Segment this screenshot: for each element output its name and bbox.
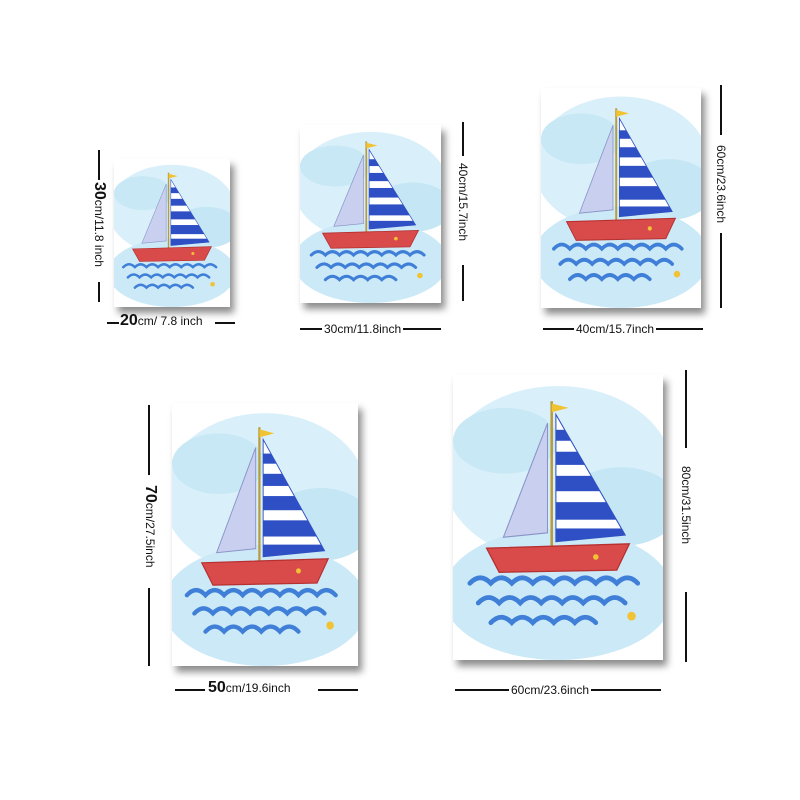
height-dimension-line	[148, 405, 150, 475]
height-label: 70cm/27.5inch	[142, 485, 159, 568]
height-dimension-line	[98, 282, 100, 302]
width-dimension-line	[318, 689, 358, 691]
width-unit: 30cm/11.8inch	[324, 322, 402, 336]
height-number: 70	[142, 485, 159, 503]
height-dimension-line	[462, 122, 464, 156]
height-dimension-line	[720, 233, 722, 308]
print-20x30	[114, 159, 230, 307]
height-label: 60cm/23.6inch	[714, 145, 728, 223]
width-unit: cm/ 7.8 inch	[137, 314, 203, 328]
sailboat-artwork	[114, 159, 230, 307]
width-label: 30cm/11.8inch	[322, 322, 404, 336]
sailboat-artwork	[453, 375, 663, 660]
height-label: 40cm/15.7inch	[456, 163, 470, 241]
height-label: 30cm/11.8 inch	[91, 182, 108, 267]
print-40x60	[541, 88, 701, 308]
print-50x70	[172, 403, 358, 666]
sailboat-artwork	[300, 125, 441, 303]
sailboat-artwork	[541, 88, 701, 308]
width-number: 20	[120, 312, 138, 329]
height-dimension-line	[148, 588, 150, 666]
width-unit: 60cm/23.6inch	[511, 683, 590, 697]
width-unit: 40cm/15.7inch	[576, 322, 655, 336]
height-dimension-line	[685, 592, 687, 662]
width-dimension-line	[175, 689, 205, 691]
print-30x40	[300, 125, 441, 303]
width-dimension-line	[107, 322, 119, 324]
width-label: 40cm/15.7inch	[574, 322, 657, 336]
height-unit: cm/11.8 inch	[92, 199, 106, 267]
height-unit: cm/27.5inch	[143, 502, 157, 568]
height-label: 80cm/31.5inch	[679, 466, 693, 544]
height-dimension-line	[720, 85, 722, 135]
height-dimension-line	[685, 370, 687, 448]
height-dimension-line	[462, 265, 464, 301]
width-number: 50	[208, 679, 226, 696]
width-dimension-line	[215, 322, 235, 324]
height-unit: 80cm/31.5inch	[679, 466, 693, 545]
sailboat-artwork	[172, 403, 358, 666]
height-unit: 60cm/23.6inch	[714, 145, 728, 224]
width-label: 20cm/ 7.8 inch	[120, 312, 203, 329]
height-number: 30	[91, 182, 108, 200]
width-label: 50cm/19.6inch	[208, 679, 291, 696]
width-label: 60cm/23.6inch	[509, 683, 592, 697]
width-unit: cm/19.6inch	[225, 681, 291, 695]
height-dimension-line	[98, 150, 100, 180]
print-60x80	[453, 375, 663, 660]
height-unit: 40cm/15.7inch	[456, 163, 470, 242]
